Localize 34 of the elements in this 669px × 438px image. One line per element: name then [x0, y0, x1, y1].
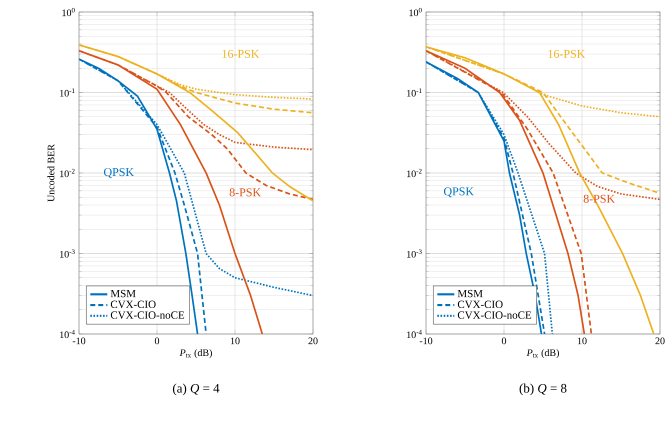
y-tick-label: 10$^{-3}$: [60, 249, 75, 258]
x-tick-label: 0: [154, 338, 160, 344]
annotation: QPSK: [444, 187, 474, 198]
x-axis-title: P$_{tx}$ (dB): [180, 349, 212, 358]
annotation: 16-PSK: [222, 50, 260, 58]
legend-label: CVX-CIO: [110, 300, 156, 308]
x-axis-title: P$_{tx}$ (dB): [526, 349, 559, 358]
x-tick-label: 20: [655, 338, 665, 344]
text: (a) Q = 4: [172, 384, 220, 396]
annotation: 8-PSK: [230, 188, 261, 196]
x-tick-label: 20: [308, 338, 318, 344]
y-tick-label: 10$^{-3}$: [407, 249, 422, 258]
y-tick-label: 10$^{-1}$: [407, 88, 422, 97]
y-tick-label: 10$^{-4}$: [60, 330, 75, 338]
legend-label: CVX-CIO-noCE: [458, 311, 532, 319]
x-tick-label: 0: [502, 338, 506, 344]
x-tick-label: 10: [230, 338, 240, 344]
y-tick-label: 10$^{-2}$: [60, 168, 75, 178]
x-tick-label: 10: [578, 338, 587, 344]
x-tick-label: -10: [420, 338, 432, 344]
y-axis-title: Uncoded BER: [47, 144, 54, 202]
y-tick-label: 10$^{0}$: [62, 8, 75, 16]
legend-label: CVX-CIO-noCE: [110, 311, 184, 319]
legend-label: CVX-CIO: [458, 300, 503, 308]
x-tick-label: -10: [72, 338, 86, 344]
y-tick-label: 10$^{-2}$: [407, 168, 422, 178]
text: (b) Q = 8: [520, 384, 566, 396]
y-tick-label: 10$^{0}$: [409, 8, 422, 16]
legend-label: MSM: [458, 290, 483, 298]
annotation: 16-PSK: [548, 50, 586, 58]
y-tick-label: 10$^{-1}$: [60, 88, 75, 97]
legend-label: MSM: [110, 290, 136, 298]
y-tick-label: 10$^{-4}$: [407, 330, 422, 338]
annotation: QPSK: [104, 168, 134, 178]
